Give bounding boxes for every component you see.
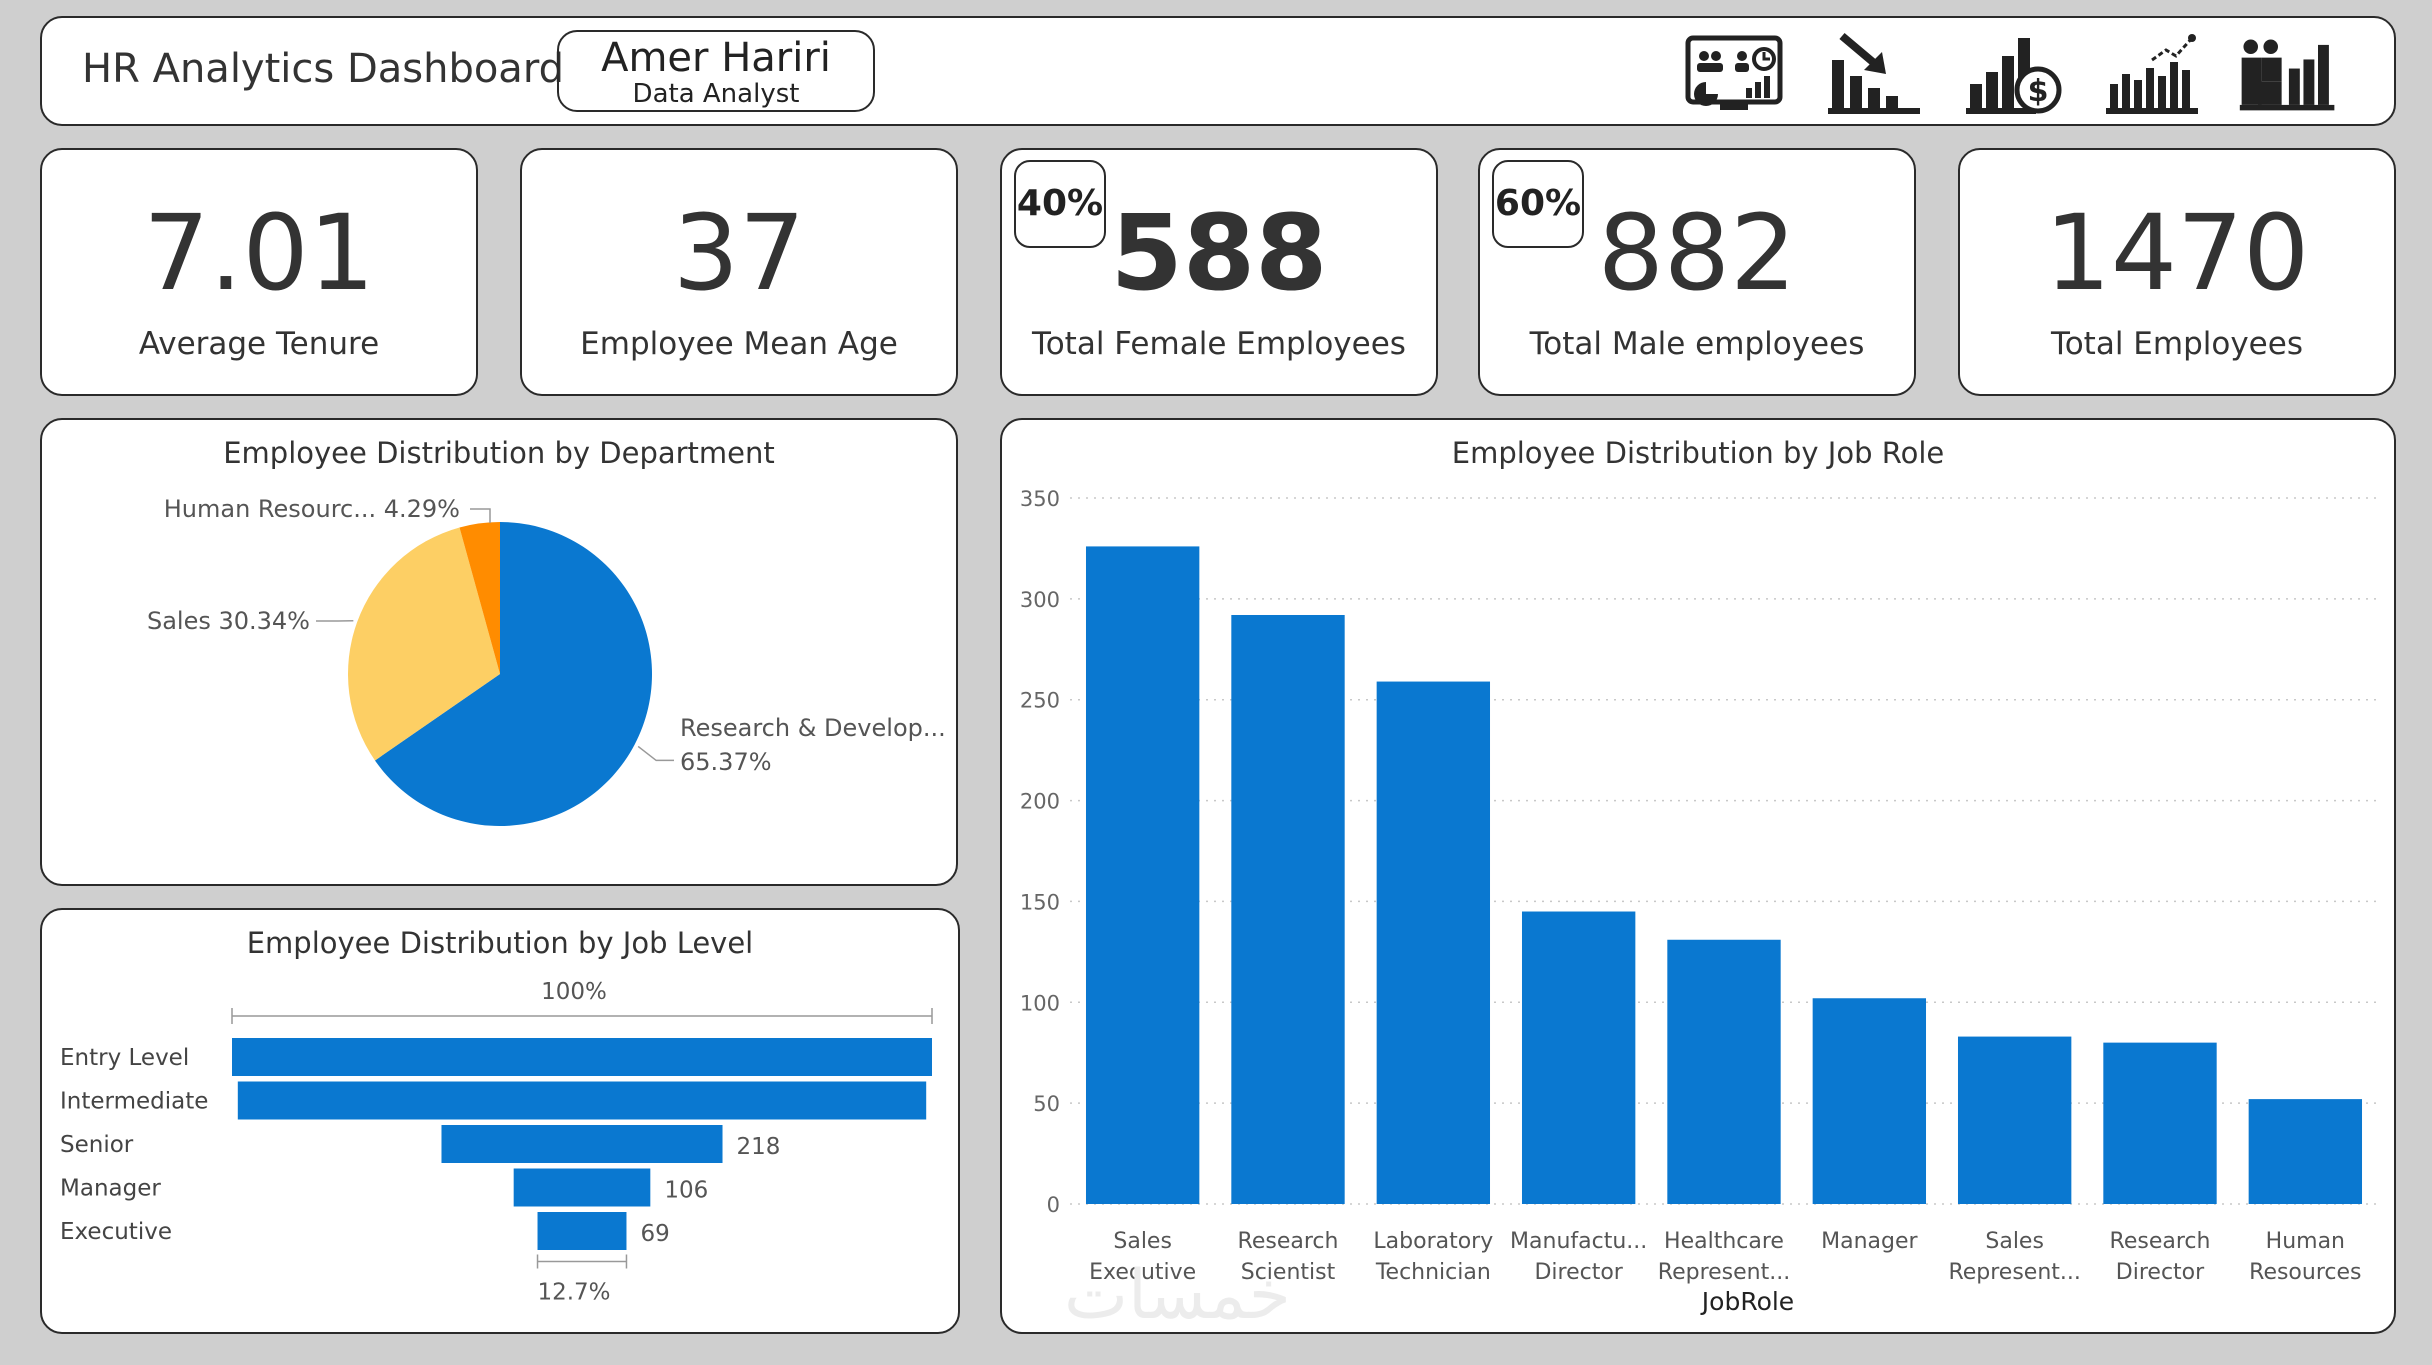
x-tick-label: Sales [1985,1229,2044,1254]
x-tick-label: Represent... [1658,1260,1790,1285]
funnel-bar [513,1168,651,1207]
x-tick-label: Research [1238,1229,1339,1254]
kpi-label: Average Tenure [138,326,380,362]
kpi-value: 1470 [2044,192,2310,314]
funnel-category-label: Executive [60,1219,172,1245]
x-tick-label: Represent... [1948,1260,2080,1285]
funnel-category-label: Entry Level [60,1045,189,1071]
y-tick-label: 300 [1020,588,1060,612]
funnel-bottom-percent: 12.7% [537,1280,610,1306]
pie-slice [374,522,653,826]
y-tick-label: 200 [1020,790,1060,814]
kpi-total-male: 60% 882 Total Male employees [1478,148,1916,396]
bar-chart-dollar-icon[interactable]: $ [1962,32,2062,116]
job-role-bar-chart: 0 50 100 150 200 250 300 350 Sales Executive Resea… [1020,487,2378,1316]
job-level-funnel-card: Employee Distribution by Job Level 100% E… [40,908,960,1334]
kpi-value: 588 [1110,192,1328,314]
svg-text:$: $ [2028,74,2049,109]
pie-slice-value: 65.37% [680,748,772,776]
x-tick-label: Director [1534,1260,1623,1285]
pie-slice-label: Sales 30.34% [147,607,310,635]
x-tick-label: Technician [1375,1260,1491,1285]
job-role-bar [1085,546,1200,1204]
x-tick-label: Scientist [1241,1260,1336,1285]
pie-leader-line [637,745,674,762]
funnel-bar [441,1125,723,1163]
people-bar-chart-icon[interactable] [2238,32,2338,116]
female-percent-badge: 40% [1014,160,1106,248]
x-tick-label: Healthcare [1664,1229,1784,1254]
x-axis-title: JobRole [1700,1287,1794,1316]
pie-slice [348,527,500,761]
presentation-dashboard-icon[interactable] [1684,32,1784,116]
kpi-total-employees: 1470 Total Employees [1958,148,2396,396]
chart-title: Employee Distribution by Job Role [1451,436,1945,470]
author-name: Amer Hariri [601,35,831,81]
funnel-top-percent: 100% [541,979,607,1005]
department-pie-card: Employee Distribution by Department Rese… [40,418,958,886]
x-tick-label: Executive [1089,1260,1196,1285]
funnel-bar [237,1081,927,1120]
x-tick-label: Director [2116,1260,2205,1285]
kpi-label: Total Employees [2051,326,2303,362]
declining-bar-chart-icon[interactable] [1824,32,1924,116]
x-tick-label: Sales [1113,1229,1172,1254]
job-level-funnel-chart: 100% Entry Level Intermediate Senior 218 Mana… [60,979,933,1306]
job-role-bar [1231,614,1345,1204]
funnel-data-label: 106 [664,1178,708,1204]
kpi-value: 37 [672,192,806,314]
watermark: خمسات [1064,1256,1291,1335]
bar-chart-trend-icon[interactable] [2102,32,2202,116]
y-tick-label: 50 [1033,1092,1060,1116]
job-role-bar [1667,939,1781,1204]
job-role-bar [2248,1099,2363,1204]
pie-slice-label: Research & Develop... [680,714,946,742]
x-tick-label: Resources [2249,1260,2361,1285]
kpi-average-tenure: 7.01 Average Tenure [40,148,478,396]
job-role-bar [1957,1036,2072,1204]
funnel-category-label: Manager [60,1176,161,1202]
header-bar: HR Analytics Dashboard Amer Hariri Data … [40,16,2396,126]
kpi-value: 7.01 [143,192,375,314]
funnel-data-label: 69 [640,1221,669,1247]
job-role-bar-card: Employee Distribution by Job Role 0 50 100… [1000,418,2396,1335]
x-tick-label: Manager [1821,1229,1918,1254]
chart-title: Employee Distribution by Job Level [246,926,754,960]
x-tick-label: Human [2266,1229,2345,1254]
y-tick-label: 100 [1020,991,1060,1015]
kpi-value: 882 [1597,192,1797,314]
x-tick-label: Research [2110,1229,2211,1254]
kpi-employee-mean-age: 37 Employee Mean Age [520,148,958,396]
y-tick-label: 250 [1020,689,1060,713]
author-card: Amer Hariri Data Analyst [557,30,875,112]
funnel-bar [537,1212,627,1250]
funnel-data-label: 218 [737,1134,781,1160]
kpi-total-female: 40% 588 Total Female Employees [1000,148,1438,396]
kpi-label: Total Female Employees [1032,326,1406,362]
kpi-label: Employee Mean Age [580,326,898,362]
kpi-label: Total Male employees [1529,326,1865,362]
pie-slice-label: Human Resourc... 4.29% [164,495,460,523]
x-tick-label: Laboratory [1373,1229,1493,1254]
author-role: Data Analyst [632,79,800,109]
job-role-bar [1376,681,1491,1204]
funnel-category-label: Intermediate [60,1089,208,1115]
y-tick-label: 0 [1047,1193,1060,1217]
funnel-bar [232,1038,932,1076]
male-percent-badge: 60% [1492,160,1584,248]
job-role-bar [1812,998,1927,1204]
pie-leader-line [470,508,491,523]
chart-title: Employee Distribution by Department [223,436,775,470]
dashboard-title: HR Analytics Dashboard [82,46,564,92]
pie-slice [459,522,500,674]
job-role-bar [1521,911,1636,1204]
funnel-category-label: Senior [60,1132,134,1158]
y-tick-label: 150 [1020,890,1060,914]
y-tick-label: 350 [1020,487,1060,511]
job-role-bar [2103,1042,2217,1204]
x-tick-label: Manufactu... [1510,1229,1647,1254]
department-pie-chart: Research & Develop... 65.37% Sales 30.34% H… [147,495,946,826]
